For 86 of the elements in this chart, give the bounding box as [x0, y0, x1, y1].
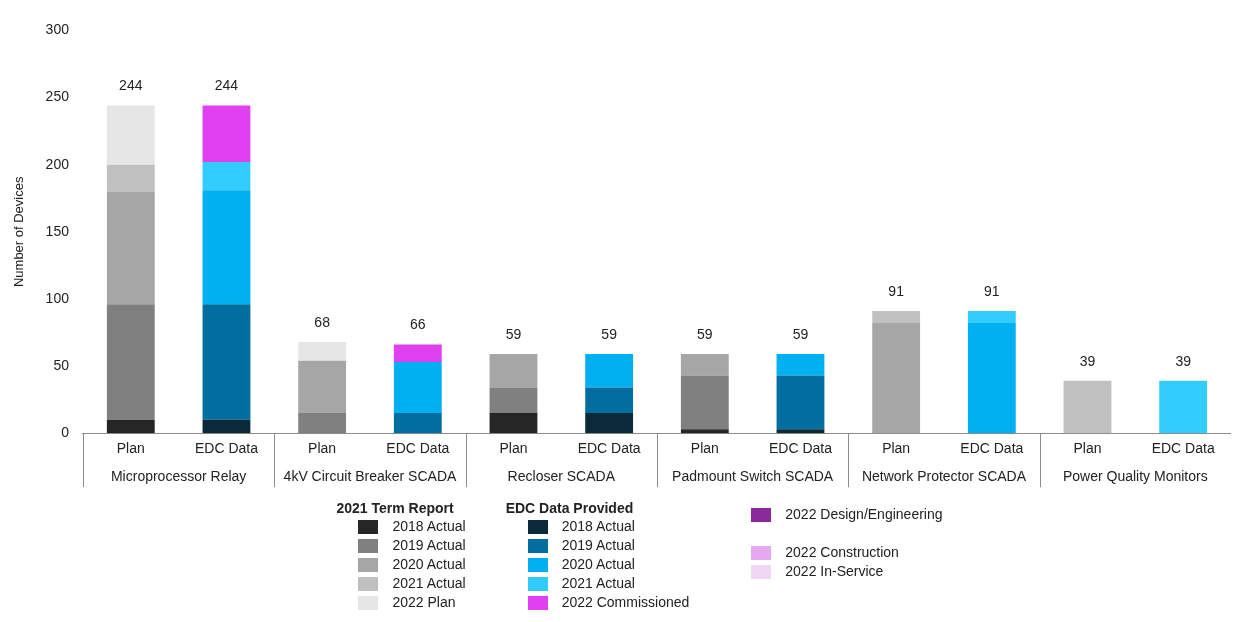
text: Recloser SCADA [507, 468, 616, 485]
bar [680, 429, 729, 434]
x-tick-label: Plan [499, 440, 528, 457]
legend-label: 2022 In-Service [785, 563, 884, 579]
total-label: 244 [119, 77, 143, 94]
y-tick-label: 200 [45, 155, 70, 172]
text: Padmount Switch SCADA [672, 468, 834, 485]
text: 2021 Term Report [336, 500, 455, 516]
total-label: 59 [601, 325, 618, 342]
text: EDC Data Provided [505, 500, 635, 516]
total-label: 59 [697, 325, 713, 342]
bar [872, 311, 921, 324]
x-tick-label: Plan [308, 440, 337, 457]
bar [585, 353, 634, 388]
y-tick-label: 50 [53, 356, 70, 373]
legend-label: 2022 Design/Engineering [785, 506, 943, 522]
x-tick-label: Plan [882, 440, 911, 457]
bar [872, 323, 921, 434]
bar [298, 360, 347, 414]
x-tick-label: EDC Data [768, 440, 833, 457]
legend-label: 2021 Actual [561, 575, 635, 591]
total-label: 59 [792, 325, 809, 342]
x-tick-label: Plan [690, 440, 719, 457]
bar [106, 105, 155, 165]
y-tick-label: 250 [45, 88, 70, 105]
legend-label: 2022 Construction [785, 544, 899, 560]
bar [202, 304, 251, 420]
y-tick-label: 100 [45, 289, 70, 306]
bar [106, 164, 155, 192]
bar [202, 105, 251, 162]
bar [967, 323, 1016, 434]
total-label: 39 [1175, 352, 1192, 369]
y-tick-label: 150 [45, 222, 70, 239]
x-tick-label: EDC Data [386, 440, 450, 457]
bar [202, 161, 251, 191]
bar [680, 353, 729, 376]
legend-label: 2022 Commissioned [561, 594, 690, 610]
y-tick-label: 300 [45, 21, 70, 38]
bar [776, 375, 825, 430]
y-axis-title: Number of Devices [11, 176, 27, 288]
bar [585, 387, 634, 414]
legend-label: 2020 Actual [392, 556, 466, 572]
bar [298, 341, 347, 361]
legend-label: 2019 Actual [561, 537, 635, 553]
bar [489, 387, 538, 414]
x-tick-label: EDC Data [960, 440, 1024, 457]
x-tick-label: EDC Data [194, 440, 259, 457]
bar [106, 419, 155, 434]
text: 4kV Circuit Breaker SCADA [283, 468, 457, 485]
bar [776, 353, 825, 376]
bar [202, 419, 251, 434]
x-tick-label: Plan [116, 440, 145, 457]
text: Power Quality Monitors [1062, 468, 1208, 485]
total-label: 91 [984, 282, 1000, 299]
bar [585, 413, 634, 434]
legend-label: 2021 Actual [392, 575, 466, 591]
x-tick-label: EDC Data [1151, 440, 1215, 457]
bar [106, 304, 155, 420]
legend-label: 2018 Actual [561, 518, 635, 534]
legend-label: 2019 Actual [392, 537, 466, 553]
legend-label: 2020 Actual [561, 556, 635, 572]
total-label: 66 [410, 316, 426, 333]
bar [967, 311, 1016, 324]
bar [393, 344, 442, 363]
total-label: 68 [314, 313, 331, 330]
text: Microprocessor Relay [110, 468, 247, 485]
total-label: 91 [888, 282, 905, 299]
bar [489, 353, 538, 388]
bar [776, 429, 825, 434]
x-tick-label: EDC Data [577, 440, 641, 457]
bar [393, 362, 442, 414]
y-tick-label: 0 [61, 424, 70, 441]
x-tick-label: Plan [1073, 440, 1102, 457]
total-label: 244 [214, 77, 239, 94]
bar [106, 191, 155, 305]
total-label: 39 [1079, 352, 1096, 369]
bar [1063, 380, 1112, 434]
bar [1159, 380, 1208, 434]
total-label: 59 [505, 325, 522, 342]
bar [489, 413, 538, 434]
legend-label: 2022 Plan [392, 594, 456, 610]
legend-label: 2018 Actual [392, 518, 466, 534]
bar [680, 375, 729, 430]
bar [202, 190, 251, 305]
bar [393, 413, 442, 434]
text: Network Protector SCADA [861, 468, 1027, 485]
